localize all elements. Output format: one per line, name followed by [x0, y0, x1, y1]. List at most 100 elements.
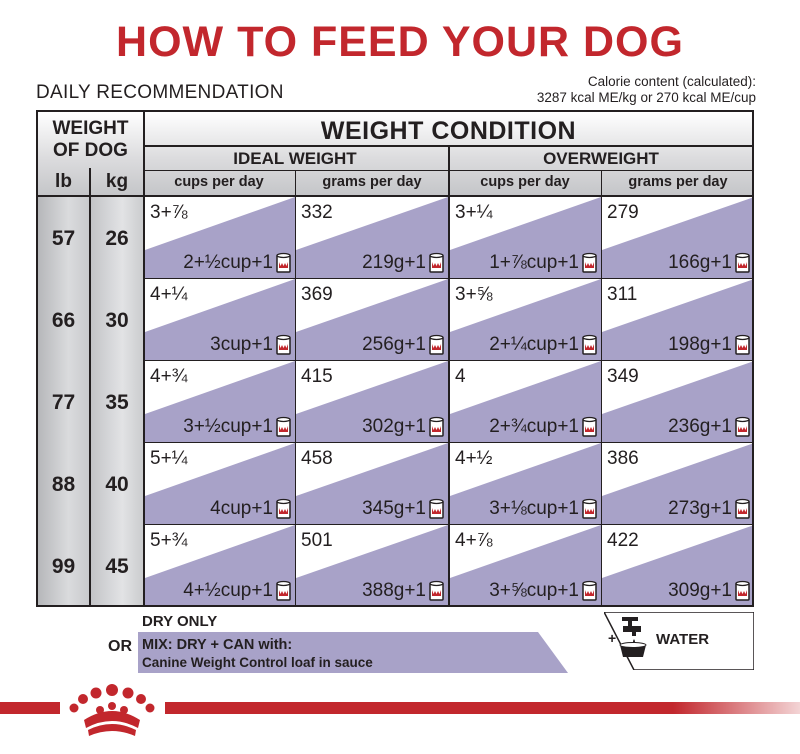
can-icon: [735, 416, 750, 437]
legend-plus: +: [608, 630, 617, 646]
divider: [143, 170, 752, 171]
divider: [143, 442, 752, 443]
mix-amount-text: 166g+1: [668, 252, 732, 273]
weight-of-dog-header: WEIGHT OF DOG: [38, 118, 143, 162]
row-kg-value: 30: [105, 309, 129, 332]
mix-amount: 4cup+1: [210, 498, 291, 520]
overweight-header: OVERWEIGHT: [543, 149, 659, 168]
mix-amount-text: 309g+1: [668, 580, 732, 601]
legend-product: Canine Weight Control loaf in sauce: [142, 655, 373, 670]
mix-amount: 1+⅞cup+1: [489, 252, 597, 274]
kg-header: kg: [105, 171, 129, 192]
cell-over-cups: 4+⅞ 3+⅝cup+1: [450, 525, 601, 605]
legend-mix: MIX: DRY + CAN with:: [142, 637, 293, 653]
legend-dry-only: DRY ONLY: [142, 613, 218, 630]
mix-amount: 2+¼cup+1: [489, 334, 597, 356]
mix-amount-text: 273g+1: [668, 498, 732, 519]
row-kg-value: 35: [105, 391, 129, 414]
mix-shading: [145, 443, 295, 524]
weight-condition-header: WEIGHT CONDITION: [320, 117, 577, 145]
can-icon: [582, 498, 597, 519]
mix-amount-text: 256g+1: [362, 334, 426, 355]
legend-water: WATER: [656, 631, 710, 648]
divider: [143, 524, 752, 525]
dry-only-amount: 3+¼: [455, 202, 493, 223]
can-icon: [276, 252, 291, 273]
col-header-ideal-cups: cups per day: [174, 174, 264, 190]
weight-header-line2: OF DOG: [53, 140, 128, 161]
mix-amount-text: 2+¾cup+1: [489, 416, 579, 437]
mix-amount: 2+¾cup+1: [489, 416, 597, 438]
mix-amount: 236g+1: [668, 416, 750, 438]
can-icon: [735, 252, 750, 273]
can-icon: [429, 252, 444, 273]
cell-over-cups: 3+⅝ 2+¼cup+1: [450, 279, 601, 360]
col-header-over-cups: cups per day: [480, 174, 570, 190]
mix-amount: 345g+1: [362, 498, 444, 520]
mix-amount-text: 3+⅝cup+1: [489, 580, 579, 601]
mix-amount: 166g+1: [668, 252, 750, 274]
mix-amount: 256g+1: [362, 334, 444, 356]
mix-shading: [450, 525, 601, 605]
kg-column-background: [91, 196, 143, 605]
mix-amount-text: 302g+1: [362, 416, 426, 437]
dry-only-amount: 386: [607, 448, 639, 469]
mix-shading: [145, 279, 295, 360]
mix-amount-text: 2+½cup+1: [183, 252, 273, 273]
feeding-table: WEIGHT OF DOG lb kg WEIGHT CONDITION IDE…: [36, 110, 754, 607]
dry-only-amount: 4+⅞: [455, 530, 493, 551]
can-icon: [429, 416, 444, 437]
can-icon: [429, 334, 444, 355]
cell-over-grams: 386 273g+1: [602, 443, 752, 524]
mix-amount: 4+½cup+1: [183, 580, 291, 602]
cell-over-grams: 279 166g+1: [602, 197, 752, 278]
mix-shading: [296, 443, 448, 524]
mix-amount-text: 198g+1: [668, 334, 732, 355]
mix-shading: [145, 525, 295, 605]
mix-amount: 219g+1: [362, 252, 444, 274]
can-icon: [276, 580, 291, 601]
divider: [601, 171, 602, 605]
mix-amount-text: 4cup+1: [210, 498, 273, 519]
can-icon: [276, 334, 291, 355]
mix-amount-text: 3+⅛cup+1: [489, 498, 579, 519]
divider: [448, 146, 450, 605]
cell-over-cups: 4 2+¾cup+1: [450, 361, 601, 442]
can-icon: [429, 580, 444, 601]
footer-bar-left: [0, 702, 60, 714]
cell-ideal-grams: 369 256g+1: [296, 279, 448, 360]
row-lb-value: 66: [51, 309, 76, 332]
mix-shading: [602, 525, 752, 605]
row-kg-value: 40: [105, 473, 129, 496]
cell-ideal-cups: 4+¾ 3+½cup+1: [145, 361, 295, 442]
lb-header: lb: [55, 171, 72, 192]
legend-or: OR: [108, 638, 132, 655]
divider: [295, 171, 296, 605]
mix-shading: [296, 197, 448, 278]
mix-shading: [602, 361, 752, 442]
daily-recommendation-label: DAILY RECOMMENDATION: [36, 82, 284, 103]
row-kg-value: 26: [105, 227, 129, 250]
mix-shading: [296, 361, 448, 442]
dry-only-amount: 349: [607, 366, 639, 387]
mix-amount-text: 3+½cup+1: [183, 416, 273, 437]
water-tap-bowl-icon: [619, 617, 647, 657]
mix-legend-swatch: [138, 632, 568, 673]
dry-only-amount: 3+⅝: [455, 284, 493, 305]
cell-ideal-cups: 5+¾ 4+½cup+1: [145, 525, 295, 605]
cell-over-cups: 3+¼ 1+⅞cup+1: [450, 197, 601, 278]
mix-amount: 302g+1: [362, 416, 444, 438]
mix-amount-text: 219g+1: [362, 252, 426, 273]
mix-shading: [450, 279, 601, 360]
dry-only-amount: 311: [607, 284, 638, 305]
table-header-background: [38, 112, 752, 196]
mix-amount: 3+⅝cup+1: [489, 580, 597, 602]
dry-only-amount: 4+½: [455, 448, 493, 469]
mix-amount: 273g+1: [668, 498, 750, 520]
mix-shading: [450, 361, 601, 442]
mix-amount: 3+½cup+1: [183, 416, 291, 438]
mix-amount: 198g+1: [668, 334, 750, 356]
dry-only-amount: 5+¼: [150, 448, 188, 469]
dry-only-amount: 369: [301, 284, 333, 305]
mix-amount-text: 4+½cup+1: [183, 580, 273, 601]
